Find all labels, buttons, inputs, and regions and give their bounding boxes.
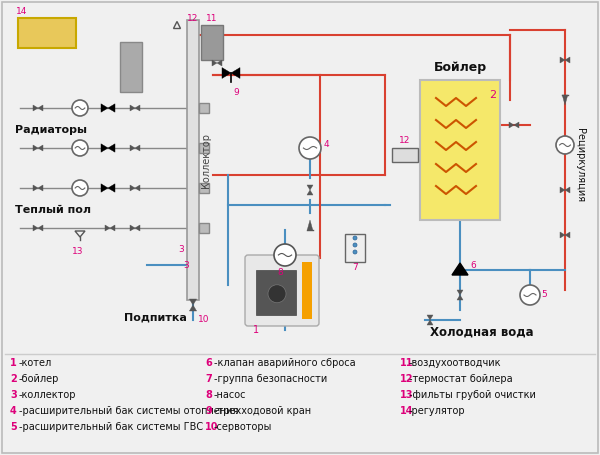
Polygon shape	[307, 185, 313, 190]
Text: -расширительный бак системы отопления: -расширительный бак системы отопления	[19, 406, 238, 416]
Bar	[199, 223, 209, 233]
Text: 8: 8	[205, 390, 212, 400]
Text: 10: 10	[205, 422, 218, 432]
Text: -бойлер: -бойлер	[19, 374, 59, 384]
Text: 14: 14	[16, 7, 28, 16]
Circle shape	[72, 140, 88, 156]
Text: Коллектор: Коллектор	[201, 132, 211, 187]
Circle shape	[299, 137, 321, 159]
Polygon shape	[307, 220, 313, 230]
Circle shape	[72, 180, 88, 196]
Bar	[199, 103, 209, 113]
Circle shape	[274, 244, 296, 266]
Polygon shape	[130, 225, 135, 231]
Bar	[392, 148, 418, 162]
Polygon shape	[427, 315, 433, 320]
Circle shape	[72, 100, 88, 116]
Circle shape	[353, 236, 357, 240]
Text: 11: 11	[400, 358, 413, 368]
Text: -регулятор: -регулятор	[409, 406, 466, 416]
Text: Теплый пол: Теплый пол	[15, 205, 91, 215]
Text: 3: 3	[10, 390, 17, 400]
Polygon shape	[231, 68, 240, 78]
Polygon shape	[38, 105, 43, 111]
Text: -воздухоотводчик: -воздухоотводчик	[409, 358, 502, 368]
Text: Радиаторы: Радиаторы	[15, 125, 87, 135]
Polygon shape	[110, 225, 115, 231]
Bar	[199, 183, 209, 193]
Circle shape	[520, 285, 540, 305]
Text: -трехходовой кран: -трехходовой кран	[214, 406, 311, 416]
Text: 3: 3	[178, 246, 184, 254]
Polygon shape	[457, 295, 463, 300]
Polygon shape	[108, 184, 115, 192]
Polygon shape	[190, 299, 197, 305]
Text: Бойлер: Бойлер	[433, 61, 487, 74]
Text: 12: 12	[187, 14, 199, 23]
Bar	[199, 143, 209, 153]
Polygon shape	[190, 305, 197, 311]
Polygon shape	[108, 104, 115, 112]
Polygon shape	[222, 68, 231, 78]
Polygon shape	[33, 145, 38, 151]
Text: 10: 10	[198, 315, 209, 324]
Circle shape	[353, 250, 357, 254]
Text: -насос: -насос	[214, 390, 247, 400]
Polygon shape	[135, 185, 140, 191]
Polygon shape	[457, 290, 463, 295]
Polygon shape	[135, 145, 140, 151]
Circle shape	[268, 285, 286, 303]
Polygon shape	[33, 105, 38, 111]
Bar	[120, 42, 142, 92]
Bar	[201, 25, 223, 60]
Text: 4: 4	[10, 406, 17, 416]
Polygon shape	[212, 60, 217, 66]
Polygon shape	[38, 185, 43, 191]
Text: 4: 4	[324, 140, 329, 149]
Polygon shape	[38, 145, 43, 151]
Bar	[420, 80, 500, 220]
Text: 7: 7	[352, 263, 358, 272]
Text: 13: 13	[400, 390, 413, 400]
Bar	[187, 20, 199, 300]
Polygon shape	[135, 225, 140, 231]
Text: 12: 12	[400, 136, 410, 145]
Polygon shape	[560, 57, 565, 63]
Text: 6: 6	[205, 358, 212, 368]
Text: 2: 2	[10, 374, 17, 384]
FancyBboxPatch shape	[245, 255, 319, 326]
Polygon shape	[427, 320, 433, 325]
Text: -группа безопасности: -группа безопасности	[214, 374, 327, 384]
Polygon shape	[562, 95, 568, 105]
Polygon shape	[452, 263, 468, 275]
Text: -клапан аварийного сброса: -клапан аварийного сброса	[214, 358, 356, 368]
Text: 3: 3	[183, 261, 189, 269]
Text: -расширительный бак системы ГВС: -расширительный бак системы ГВС	[19, 422, 203, 432]
Text: -котел: -котел	[19, 358, 52, 368]
Circle shape	[556, 136, 574, 154]
Polygon shape	[130, 185, 135, 191]
Text: Рециркуляция: Рециркуляция	[575, 128, 585, 202]
Text: 1: 1	[253, 325, 259, 335]
Text: Подпитка: Подпитка	[124, 312, 187, 322]
Polygon shape	[560, 232, 565, 238]
Text: 5: 5	[541, 290, 547, 299]
Bar	[18, 18, 76, 48]
Text: 8: 8	[277, 268, 283, 277]
Text: 1: 1	[10, 358, 17, 368]
Polygon shape	[101, 184, 108, 192]
Text: 14: 14	[400, 406, 413, 416]
Bar	[302, 262, 312, 319]
Text: 13: 13	[72, 247, 84, 256]
Polygon shape	[217, 60, 222, 66]
Bar	[256, 270, 296, 315]
Polygon shape	[33, 225, 38, 231]
Polygon shape	[101, 144, 108, 152]
Polygon shape	[560, 187, 565, 193]
Polygon shape	[38, 225, 43, 231]
Polygon shape	[130, 105, 135, 111]
Text: -сервоторы: -сервоторы	[214, 422, 272, 432]
Text: 6: 6	[470, 261, 476, 269]
Circle shape	[353, 243, 357, 247]
